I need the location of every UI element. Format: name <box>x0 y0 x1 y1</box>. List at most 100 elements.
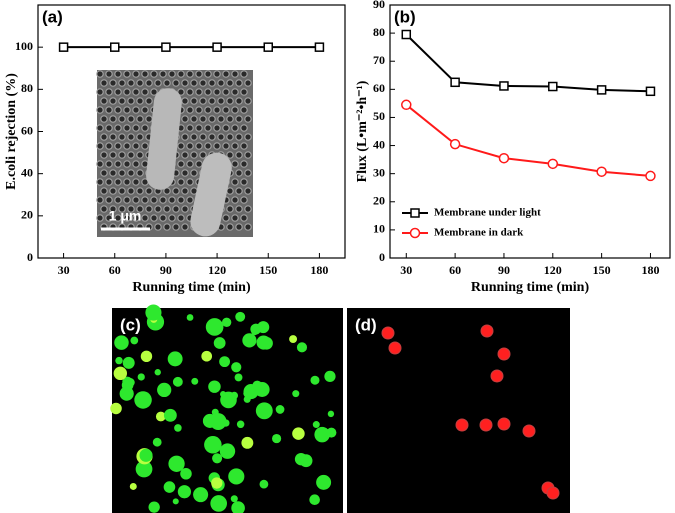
pore <box>199 115 207 123</box>
pore <box>114 178 122 186</box>
cell <box>522 424 536 438</box>
cell <box>163 481 176 493</box>
pore <box>172 223 180 231</box>
pore <box>109 205 117 213</box>
cell <box>212 453 223 464</box>
marker <box>547 158 559 170</box>
pore <box>123 214 131 222</box>
cell <box>242 333 257 348</box>
fluorescence-d: (d) <box>347 308 570 513</box>
y-tick-label: 20 <box>373 194 385 208</box>
x-tick-label: 60 <box>449 263 461 277</box>
pore <box>154 223 162 231</box>
pore <box>96 178 104 186</box>
cell <box>296 342 308 353</box>
pore <box>244 115 252 123</box>
y-tick-label: 0 <box>379 250 385 264</box>
pore <box>100 115 108 123</box>
pore <box>222 106 230 114</box>
pore <box>105 142 113 150</box>
cell <box>219 443 236 459</box>
pore <box>231 214 239 222</box>
pore <box>96 196 104 204</box>
pore <box>231 142 239 150</box>
x-axis-title: Running time (min) <box>471 280 590 295</box>
pore <box>141 88 149 96</box>
marker <box>314 42 325 52</box>
cell <box>255 402 273 420</box>
pore <box>244 169 252 177</box>
pore <box>204 106 212 114</box>
pore <box>181 79 189 87</box>
scale-label: 1 μm <box>109 208 142 224</box>
pore <box>136 205 144 213</box>
pore <box>190 151 198 159</box>
pore <box>123 70 131 78</box>
y-tick-label: 100 <box>15 39 33 53</box>
pore <box>195 124 203 132</box>
pore <box>100 169 108 177</box>
pore <box>96 106 104 114</box>
pore <box>240 70 248 78</box>
pore <box>231 160 239 168</box>
pore <box>217 79 225 87</box>
pore <box>127 133 135 141</box>
pore <box>168 70 176 78</box>
pore <box>240 178 248 186</box>
marker <box>596 85 607 95</box>
cell <box>180 467 192 480</box>
pore <box>195 106 203 114</box>
y-tick-label: 90 <box>373 0 385 11</box>
pore <box>141 124 149 132</box>
pore <box>114 106 122 114</box>
marker <box>449 138 461 150</box>
pore <box>123 160 131 168</box>
pore <box>163 205 171 213</box>
pore <box>136 187 144 195</box>
pore <box>199 97 207 105</box>
x-tick-label: 90 <box>498 263 510 277</box>
cell <box>139 448 153 462</box>
pore <box>118 169 126 177</box>
pore <box>172 79 180 87</box>
pore <box>190 169 198 177</box>
cell <box>172 376 183 387</box>
y-tick-label: 60 <box>373 81 385 95</box>
pore <box>109 151 117 159</box>
pore <box>141 142 149 150</box>
pore <box>226 97 234 105</box>
marker <box>645 170 656 182</box>
pore <box>226 79 234 87</box>
cell <box>191 377 199 385</box>
cell <box>221 317 232 327</box>
cell <box>110 402 122 415</box>
cell <box>230 495 238 503</box>
y-tick-label: 40 <box>21 165 33 179</box>
pore <box>145 97 153 105</box>
pore <box>226 205 234 213</box>
pore <box>190 133 198 141</box>
pore <box>168 196 176 204</box>
pore <box>96 160 104 168</box>
cell <box>251 328 259 336</box>
pore <box>100 151 108 159</box>
cell <box>289 335 298 344</box>
pore <box>172 205 180 213</box>
pore <box>109 187 117 195</box>
cell <box>479 418 493 432</box>
marker <box>212 42 222 52</box>
cell <box>490 369 504 383</box>
cell <box>309 494 320 505</box>
pore <box>244 223 252 231</box>
y-tick-label: 80 <box>373 25 385 39</box>
panel-label: (d) <box>355 315 377 334</box>
cell <box>130 336 139 345</box>
pore <box>150 88 158 96</box>
cell <box>497 347 511 361</box>
pore <box>127 79 135 87</box>
pore <box>190 79 198 87</box>
sem-inset: 1 μm <box>96 70 253 237</box>
pore <box>186 196 194 204</box>
pore <box>132 196 140 204</box>
cell <box>155 411 166 422</box>
